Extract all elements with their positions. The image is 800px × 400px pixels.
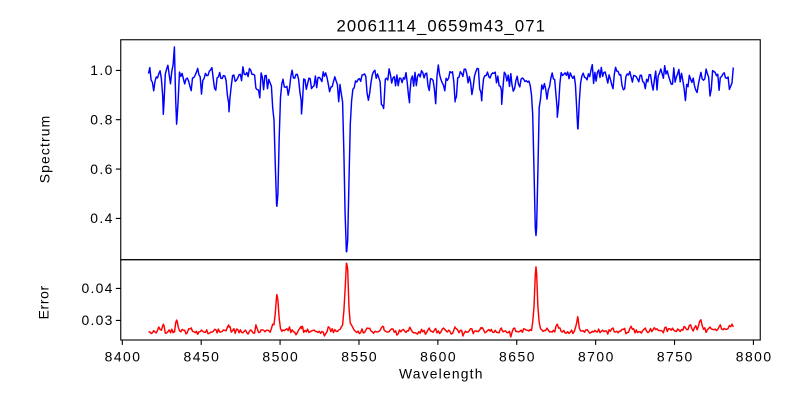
svg-text:8800: 8800 — [736, 348, 772, 364]
svg-text:8600: 8600 — [420, 348, 456, 364]
svg-text:8700: 8700 — [578, 348, 614, 364]
svg-text:8550: 8550 — [341, 348, 377, 364]
svg-text:0.6: 0.6 — [90, 161, 112, 177]
svg-text:8400: 8400 — [105, 348, 141, 364]
svg-text:Error: Error — [35, 285, 51, 319]
svg-text:0.8: 0.8 — [90, 112, 112, 128]
svg-text:0.4: 0.4 — [90, 210, 112, 226]
svg-text:1.0: 1.0 — [90, 62, 112, 78]
svg-text:8650: 8650 — [499, 348, 535, 364]
svg-text:0.03: 0.03 — [81, 312, 112, 328]
svg-text:20061114_0659m43_071: 20061114_0659m43_071 — [336, 17, 545, 36]
svg-text:Wavelength: Wavelength — [399, 365, 483, 381]
svg-text:Spectrum: Spectrum — [37, 116, 53, 184]
svg-text:8450: 8450 — [183, 348, 219, 364]
svg-text:8500: 8500 — [262, 348, 298, 364]
svg-text:8750: 8750 — [657, 348, 693, 364]
svg-text:0.04: 0.04 — [81, 280, 112, 296]
